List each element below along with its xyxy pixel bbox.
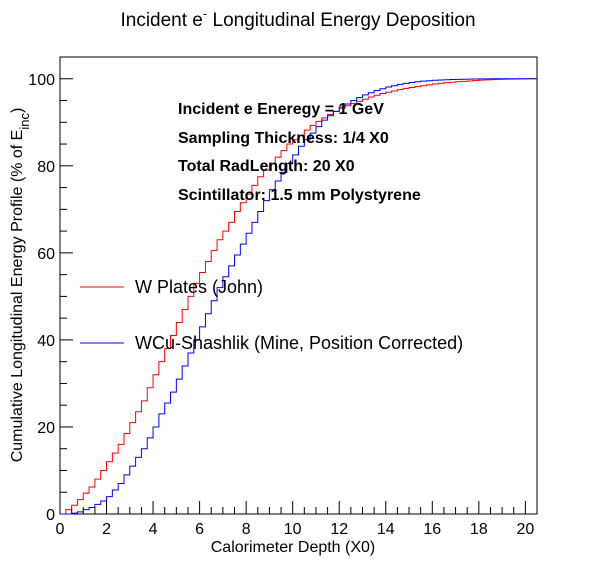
x-tick-label: 10	[284, 521, 302, 538]
x-tick-label: 6	[195, 521, 204, 538]
y-axis-label-close: )	[9, 108, 26, 113]
x-tick-label: 8	[242, 521, 251, 538]
legend: W Plates (John) WCu-Shashlik (Mine, Posi…	[80, 277, 463, 353]
x-tick-label: 2	[102, 521, 111, 538]
series-layer	[60, 78, 537, 515]
x-tick-label: 4	[149, 521, 158, 538]
y-axis-label-text: Cumulative Longitudinal Energy Profile (…	[9, 130, 26, 463]
y-axis-label: Cumulative Longitudinal Energy Profile (…	[9, 108, 32, 463]
annotation-scintillator: Scintillator: 1.5 mm Polystyrene	[178, 187, 421, 204]
y-tick-label: 100	[28, 72, 55, 89]
x-tick-label: 18	[470, 521, 488, 538]
chart-title-suffix: Longitudinal Energy Deposition	[207, 10, 475, 31]
annotation-sampling: Sampling Thickness: 1/4 X0	[178, 130, 389, 147]
chart-title: Incident e- Longitudinal Energy Depositi…	[120, 6, 475, 31]
info-annotations: Incident e Eneregy = 1 GeV Sampling Thic…	[178, 101, 421, 204]
y-tick-label: 0	[46, 507, 55, 524]
x-axis-ticks	[59, 501, 538, 514]
annotation-energy: Incident e Eneregy = 1 GeV	[178, 101, 384, 118]
annotation-radlength: Total RadLength: 20 X0	[178, 158, 355, 175]
x-axis-label: Calorimeter Depth (X0)	[211, 539, 376, 556]
plot-frame	[59, 56, 538, 515]
y-tick-label: 40	[37, 333, 55, 350]
chart-title-prefix: Incident e	[120, 10, 202, 31]
y-axis-ticks	[60, 56, 73, 515]
y-tick-label: 80	[37, 159, 55, 176]
legend-label-wcu-shashlik: WCu-Shashlik (Mine, Position Corrected)	[135, 333, 463, 353]
y-axis-label-subscript: inc	[17, 113, 32, 130]
x-tick-label: 16	[423, 521, 441, 538]
y-tick-label: 20	[37, 420, 55, 437]
y-tick-label: 60	[37, 246, 55, 263]
x-tick-label: 14	[377, 521, 395, 538]
y-axis-tick-labels: 0 20 40 60 80 100	[28, 72, 55, 524]
chart-title-superscript: -	[203, 6, 207, 21]
x-tick-label: 12	[330, 521, 348, 538]
legend-label-w-plates: W Plates (John)	[135, 277, 263, 297]
series-line-w-plates	[60, 78, 537, 515]
series-line-wcu-shashlik	[60, 78, 537, 515]
x-axis-tick-labels: 0 2 4 6 8 10 12 14 16 18 20	[56, 521, 535, 538]
x-tick-label: 0	[56, 521, 65, 538]
x-tick-label: 20	[516, 521, 534, 538]
